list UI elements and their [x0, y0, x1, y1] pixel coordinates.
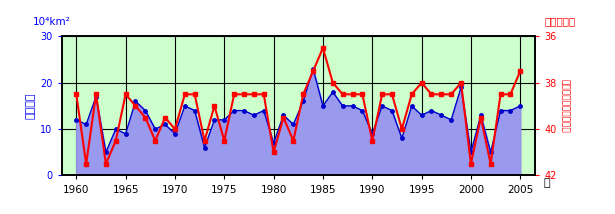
Text: 年: 年 [544, 178, 550, 188]
Text: 北緯（度）: 北緯（度） [544, 17, 576, 27]
Y-axis label: 平均面積: 平均面積 [26, 93, 36, 119]
Y-axis label: 平均南端位置（北緯）: 平均南端位置（北緯） [561, 79, 569, 133]
Text: 10⁴km²: 10⁴km² [33, 17, 71, 27]
